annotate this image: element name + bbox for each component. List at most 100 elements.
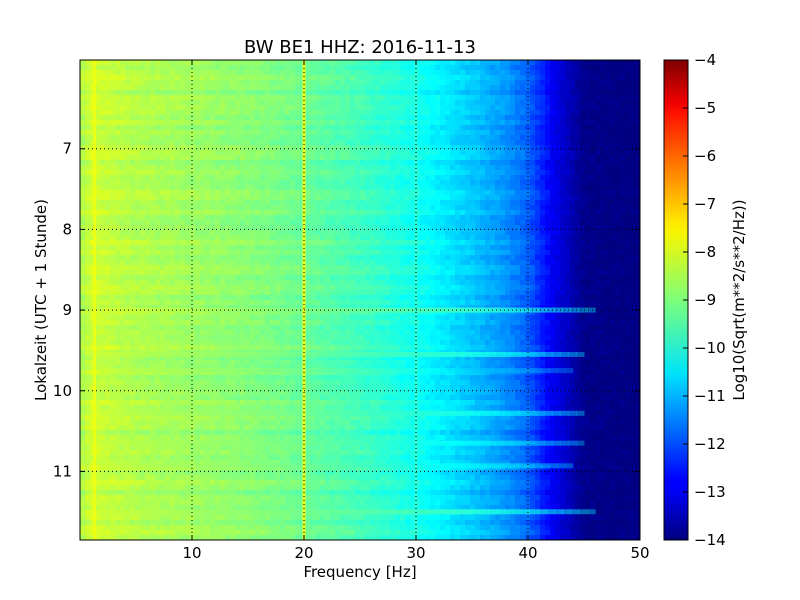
heatmap-cell <box>320 275 326 281</box>
heatmap-cell <box>235 100 241 106</box>
heatmap-cell <box>630 60 636 66</box>
heatmap-cell <box>620 245 626 251</box>
heatmap-cell <box>615 155 621 161</box>
heatmap-cell <box>215 100 221 106</box>
heatmap-cell <box>430 130 436 136</box>
heatmap-cell <box>520 225 526 231</box>
heatmap-cell <box>400 240 406 246</box>
heatmap-cell <box>530 105 536 111</box>
heatmap-cell <box>140 140 146 146</box>
heatmap-cell <box>395 100 401 106</box>
heatmap-cell <box>220 70 226 76</box>
heatmap-cell <box>265 205 271 211</box>
heatmap-cell <box>580 160 586 166</box>
heatmap-cell <box>570 75 576 81</box>
heatmap-cell <box>345 105 351 111</box>
heatmap-cell <box>100 140 106 146</box>
heatmap-cell <box>260 140 266 146</box>
heatmap-cell <box>530 75 536 81</box>
heatmap-cell <box>320 140 326 146</box>
heatmap-cell <box>540 255 546 261</box>
heatmap-cell <box>615 140 621 146</box>
heatmap-cell <box>390 65 396 71</box>
heatmap-cell <box>360 100 366 106</box>
heatmap-cell <box>355 120 361 126</box>
heatmap-cell <box>495 95 501 101</box>
heatmap-cell <box>360 210 366 216</box>
heatmap-cell <box>270 275 276 281</box>
heatmap-cell <box>280 185 286 191</box>
heatmap-cell <box>575 275 581 281</box>
heatmap-cell <box>460 115 466 121</box>
heatmap-cell <box>205 150 211 156</box>
heatmap-cell <box>475 90 481 96</box>
heatmap-cell <box>335 160 341 166</box>
heatmap-cell <box>95 210 101 216</box>
heatmap-cell <box>410 100 416 106</box>
heatmap-cell <box>335 265 341 271</box>
heatmap-cell <box>580 100 586 106</box>
heatmap-cell <box>305 270 311 276</box>
heatmap-cell <box>335 205 341 211</box>
heatmap-cell <box>560 270 566 276</box>
heatmap-cell <box>485 220 491 226</box>
heatmap-cell <box>320 205 326 211</box>
heatmap-cell <box>245 180 251 186</box>
heatmap-cell <box>190 115 196 121</box>
heatmap-cell <box>435 195 441 201</box>
heatmap-cell <box>385 255 391 261</box>
heatmap-cell <box>285 70 291 76</box>
heatmap-cell <box>255 235 261 241</box>
heatmap-cell <box>525 80 531 86</box>
heatmap-cell <box>360 260 366 266</box>
heatmap-cell <box>600 165 606 171</box>
heatmap-cell <box>365 155 371 161</box>
heatmap-cell <box>600 195 606 201</box>
heatmap-cell <box>540 250 546 256</box>
heatmap-cell <box>450 190 456 196</box>
heatmap-cell <box>620 130 626 136</box>
heatmap-cell <box>285 250 291 256</box>
heatmap-cell <box>160 160 166 166</box>
heatmap-cell <box>160 65 166 71</box>
heatmap-cell <box>345 165 351 171</box>
heatmap-cell <box>435 105 441 111</box>
heatmap-cell <box>350 80 356 86</box>
heatmap-cell <box>240 250 246 256</box>
heatmap-cell <box>520 230 526 236</box>
heatmap-cell <box>160 145 166 151</box>
heatmap-cell <box>285 130 291 136</box>
heatmap-cell <box>380 185 386 191</box>
heatmap-cell <box>355 115 361 121</box>
heatmap-cell <box>105 105 111 111</box>
heatmap-cell <box>410 230 416 236</box>
heatmap-cell <box>120 195 126 201</box>
heatmap-cell <box>325 75 331 81</box>
heatmap-cell <box>335 255 341 261</box>
heatmap-cell <box>215 200 221 206</box>
heatmap-cell <box>135 190 141 196</box>
heatmap-cell <box>280 130 286 136</box>
heatmap-cell <box>335 220 341 226</box>
heatmap-cell <box>365 150 371 156</box>
heatmap-cell <box>210 195 216 201</box>
heatmap-cell <box>375 65 381 71</box>
heatmap-cell <box>245 80 251 86</box>
heatmap-cell <box>395 265 401 271</box>
heatmap-cell <box>195 105 201 111</box>
heatmap-cell <box>480 150 486 156</box>
heatmap-cell <box>570 190 576 196</box>
heatmap-cell <box>480 245 486 251</box>
heatmap-cell <box>280 180 286 186</box>
heatmap-cell <box>615 95 621 101</box>
heatmap-cell <box>505 180 511 186</box>
heatmap-cell <box>250 235 256 241</box>
heatmap-cell <box>405 75 411 81</box>
heatmap-cell <box>610 160 616 166</box>
heatmap-cell <box>120 135 126 141</box>
heatmap-cell <box>520 175 526 181</box>
heatmap-cell <box>305 245 311 251</box>
heatmap-cell <box>280 250 286 256</box>
heatmap-cell <box>215 140 221 146</box>
heatmap-cell <box>375 215 381 221</box>
